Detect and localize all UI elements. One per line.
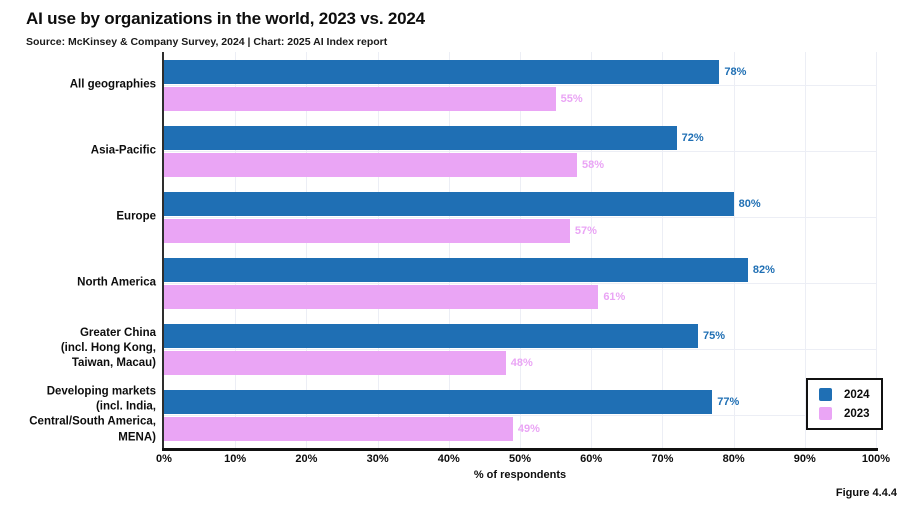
bar-2024 <box>164 59 720 84</box>
bar-row-2023: 55% <box>164 86 876 111</box>
x-tick-label: 50% <box>508 453 532 465</box>
legend-box: 2024 2023 <box>806 378 883 430</box>
legend-label: 2023 <box>844 407 870 420</box>
bar-2023 <box>164 416 513 441</box>
bar-row-2023: 57% <box>164 218 876 243</box>
category-label: Greater China (incl. Hong Kong, Taiwan, … <box>60 327 156 370</box>
vertical-gridline <box>448 52 450 448</box>
legend-swatch-2024 <box>819 388 832 401</box>
x-tick-label: 30% <box>366 453 389 465</box>
category-label: Europe <box>116 210 156 223</box>
category-label: Developing markets (incl. India, Central… <box>29 385 156 444</box>
bar-row-2024: 72% <box>164 125 876 150</box>
vertical-gridline <box>377 52 379 448</box>
x-axis-tick-labels: 0% 10% 20% 30% 40% 50% 60% 70% 80% 90% 100% <box>156 453 890 467</box>
vertical-gridline <box>662 52 664 448</box>
bar-group: 78% 55% <box>164 52 876 118</box>
bar-value-label: 72% <box>681 131 704 144</box>
plot-area: 78% 55% 72% 58% 80% 57% 82% 61% 75% 48% 77% 49% <box>164 52 877 448</box>
chart-source: Source: McKinsey & Company Survey, 2024 … <box>26 36 388 48</box>
category-label: North America <box>77 276 156 289</box>
bar-2024 <box>164 125 677 150</box>
bar-row-2023: 58% <box>164 152 876 177</box>
vertical-gridline <box>591 52 593 448</box>
bar-value-label: 80% <box>738 197 761 210</box>
vertical-gridline <box>804 52 806 448</box>
bar-value-label: 57% <box>574 224 597 237</box>
bar-value-label: 82% <box>752 263 775 276</box>
bar-value-label: 61% <box>603 290 626 303</box>
bar-row-2024: 82% <box>164 257 876 282</box>
bar-2024 <box>164 323 698 348</box>
category-label: All geographies <box>69 78 156 91</box>
y-axis-line <box>162 52 164 451</box>
x-tick-label: 10% <box>224 453 247 465</box>
vertical-gridline <box>306 52 308 448</box>
x-tick-label: 100% <box>861 453 891 465</box>
bar-group: 82% 61% <box>164 250 876 316</box>
x-tick-label: 80% <box>722 453 745 465</box>
y-axis-category-labels: All geographies Asia-Pacific Europe North A… <box>0 52 156 448</box>
bar-2024 <box>164 191 734 216</box>
x-tick-label: 90% <box>793 453 816 465</box>
vertical-gridline <box>876 52 877 448</box>
bar-2024 <box>164 257 748 282</box>
x-tick-label: 20% <box>295 453 318 465</box>
bar-group: 75% 48% <box>164 316 876 382</box>
category-label: Asia-Pacific <box>90 144 156 157</box>
x-tick-label: 0% <box>156 453 172 465</box>
horizontal-gridline <box>164 151 876 152</box>
x-axis-title: % of respondents <box>473 469 567 481</box>
horizontal-gridline <box>164 85 876 86</box>
legend-entry: 2023 <box>819 407 870 420</box>
bar-2023 <box>164 350 506 375</box>
x-tick-label: 60% <box>580 453 603 465</box>
bar-row-2023: 48% <box>164 350 876 375</box>
bar-2023 <box>164 218 570 243</box>
bar-value-label: 78% <box>724 65 747 78</box>
bar-row-2024: 75% <box>164 323 876 348</box>
bar-value-label: 55% <box>560 92 583 105</box>
chart-title: AI use by organizations in the world, 20… <box>26 9 425 28</box>
bar-group: 77% 49% <box>164 382 876 448</box>
bar-row-2024: 80% <box>164 191 876 216</box>
bar-2024 <box>164 389 713 414</box>
bar-value-label: 75% <box>703 329 726 342</box>
legend-entry: 2024 <box>819 388 870 401</box>
vertical-gridline <box>520 52 521 448</box>
bar-value-label: 77% <box>717 395 740 408</box>
figure-number-label: Figure 4.4.4 <box>835 487 897 499</box>
vertical-gridline <box>235 52 237 448</box>
bar-row-2023: 49% <box>164 416 876 441</box>
bar-group: 72% 58% <box>164 118 876 184</box>
x-tick-label: 70% <box>651 453 674 465</box>
x-axis-line <box>162 448 878 451</box>
horizontal-gridline <box>164 217 876 218</box>
bar-group: 80% 57% <box>164 184 876 250</box>
bar-2023 <box>164 86 556 111</box>
horizontal-gridline <box>164 349 876 350</box>
horizontal-gridline <box>164 283 876 284</box>
legend-swatch-2023 <box>819 407 832 420</box>
x-tick-label: 40% <box>437 453 460 465</box>
legend-label: 2024 <box>844 388 870 401</box>
bar-value-label: 49% <box>517 422 540 435</box>
bar-value-label: 48% <box>510 356 533 369</box>
bar-row-2023: 61% <box>164 284 876 309</box>
bar-value-label: 58% <box>581 158 604 171</box>
bar-row-2024: 78% <box>164 59 876 84</box>
bar-2023 <box>164 152 577 177</box>
bar-row-2024: 77% <box>164 389 876 414</box>
bar-2023 <box>164 284 599 309</box>
vertical-gridline <box>733 52 735 448</box>
horizontal-gridline <box>164 415 876 416</box>
